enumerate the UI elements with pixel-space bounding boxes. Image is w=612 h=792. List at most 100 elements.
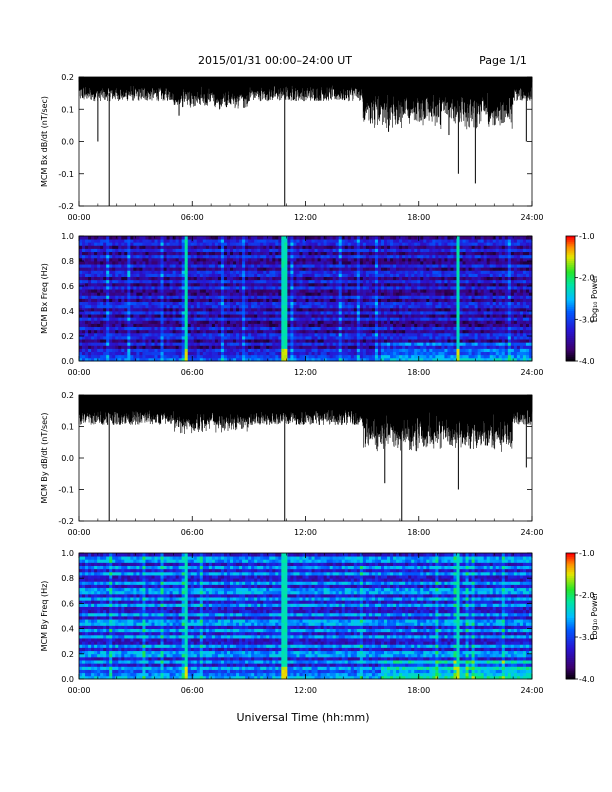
spectrogram-cell <box>106 329 110 334</box>
spectrogram-cell <box>208 326 213 331</box>
spectrogram-cell <box>444 351 448 356</box>
spectrogram-cell <box>399 311 403 315</box>
spectrogram-cell <box>260 254 264 259</box>
spectrogram-cell <box>359 264 364 268</box>
spectrogram-cell <box>115 354 119 359</box>
spectrogram-cell <box>79 295 83 299</box>
spectrogram-cell <box>248 276 252 281</box>
spectrogram-cell <box>257 279 261 284</box>
spectrogram-cell <box>233 323 237 328</box>
spectrogram-cell <box>399 317 403 321</box>
spectrogram-cell <box>429 339 433 343</box>
spectrogram-cell <box>154 248 158 253</box>
spectrogram-cell <box>94 354 98 359</box>
spectrogram-cell <box>320 242 325 246</box>
spectrogram-cell <box>314 276 318 281</box>
spectrogram-cell <box>130 264 134 268</box>
spectrogram-cell <box>157 245 161 249</box>
spectrogram-cell <box>160 242 164 246</box>
spectrogram-cell <box>377 354 382 359</box>
spectrogram-cell <box>130 329 134 334</box>
spectrogram-cell <box>444 257 448 262</box>
spectrogram-cell <box>127 317 131 321</box>
spectrogram-cell <box>420 357 424 362</box>
spectrogram-cell <box>184 267 189 271</box>
spectrogram-cell <box>323 342 328 346</box>
spectrogram-cell <box>85 251 89 256</box>
spectrogram-cell <box>350 282 355 287</box>
spectrogram-cell <box>402 351 406 356</box>
spectrogram-cell <box>302 261 306 265</box>
spectrogram-cell <box>233 286 237 290</box>
spectrogram-cell <box>160 295 164 299</box>
spectrogram-cell <box>148 251 152 256</box>
spectrogram-cell <box>208 239 213 243</box>
spectrogram-cell <box>127 261 131 265</box>
spectrogram-cell <box>377 239 382 243</box>
spectrogram-cell <box>335 342 340 346</box>
spectrogram-cell <box>387 257 391 262</box>
spectrogram-cell <box>278 351 282 356</box>
spectrogram-cell <box>393 301 397 306</box>
spectrogram-cell <box>299 351 303 356</box>
spectrogram-cell <box>353 245 358 249</box>
spectrogram-cell <box>444 342 448 346</box>
spectrogram-cell <box>139 282 143 287</box>
spectrogram-cell <box>248 301 252 306</box>
spectrogram-cell <box>362 332 367 337</box>
spectrogram-cell <box>447 301 451 306</box>
spectrogram-cell <box>254 236 258 240</box>
spectrogram-cell <box>178 257 183 262</box>
spectrogram-cell <box>118 270 122 274</box>
spectrogram-cell <box>239 273 243 278</box>
spectrogram-cell <box>97 317 101 321</box>
spectrogram-cell <box>136 267 140 271</box>
spectrogram-cell <box>275 292 279 296</box>
spectrogram-cell <box>326 348 331 353</box>
spectrogram-cell <box>251 345 255 349</box>
spectrogram-cell <box>381 286 385 290</box>
spectrogram-cell <box>178 273 183 278</box>
spectrogram-cell <box>184 298 189 303</box>
spectrogram-cell <box>208 329 213 334</box>
spectrogram-cell <box>426 279 430 284</box>
spectrogram-cell <box>157 257 161 262</box>
spectrogram-cell <box>411 348 415 353</box>
spectrogram-cell <box>350 245 355 249</box>
spectrogram-cell <box>199 348 204 353</box>
spectrogram-cell <box>284 245 288 249</box>
spectrogram-cell <box>178 311 183 315</box>
spectrogram-cell <box>432 267 436 271</box>
spectrogram-cell <box>145 336 149 340</box>
spectrogram-cell <box>139 251 143 256</box>
spectrogram-cell <box>399 254 403 259</box>
spectrogram-cell <box>368 279 373 284</box>
spectrogram-cell <box>100 332 104 337</box>
spectrogram-cell <box>335 254 340 259</box>
spectrogram-cell <box>190 251 195 256</box>
spectrogram-cell <box>332 292 337 296</box>
spectrogram-cell <box>417 301 421 306</box>
spectrogram-cell <box>263 248 267 253</box>
spectrogram-cell <box>335 345 340 349</box>
spectrogram-cell <box>284 307 288 312</box>
spectrogram-cell <box>359 354 364 359</box>
spectrogram-cell <box>371 267 376 271</box>
spectrogram-cell <box>239 236 243 240</box>
spectrogram-cell <box>154 307 158 312</box>
spectrogram-cell <box>323 314 328 318</box>
spectrogram-cell <box>278 282 282 287</box>
spectrogram-cell <box>205 292 210 296</box>
spectrogram-cell <box>447 326 451 331</box>
spectrogram-cell <box>317 311 321 315</box>
spectrogram-cell <box>124 236 128 240</box>
spectrogram-cell <box>208 357 213 362</box>
spectrogram-cell <box>199 282 204 287</box>
spectrogram-cell <box>365 245 370 249</box>
spectrogram-cell <box>420 261 424 265</box>
spectrogram-cell <box>97 254 101 259</box>
spectrogram-cell <box>91 339 95 343</box>
spectrogram-cell <box>208 301 213 306</box>
spectrogram-cell <box>305 289 309 293</box>
spectrogram-cell <box>281 314 285 318</box>
